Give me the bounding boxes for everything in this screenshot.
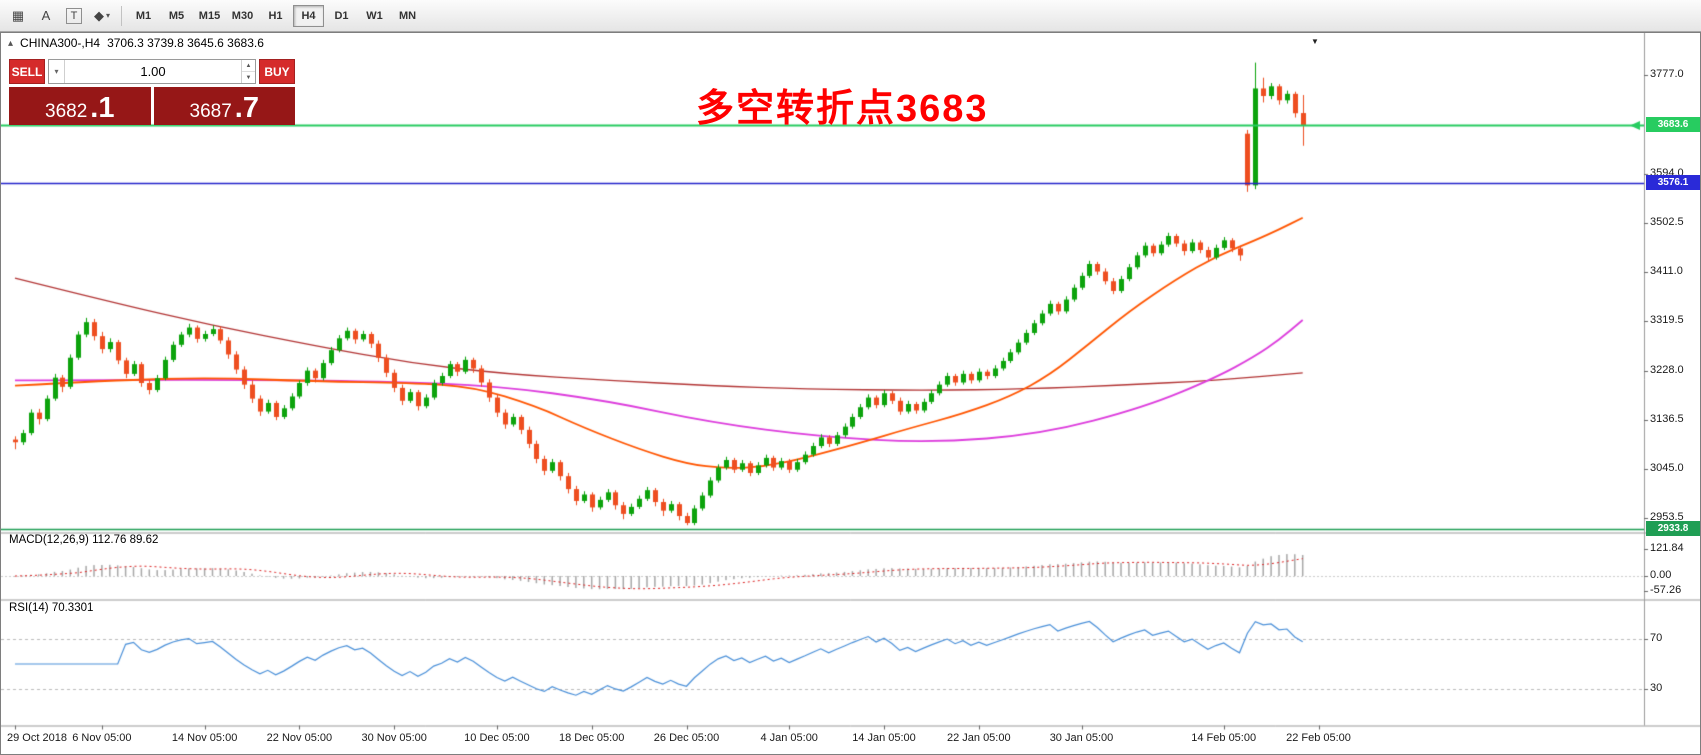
volume-down-icon[interactable]: ▼ [245, 74, 252, 81]
sell-price-display[interactable]: 3682 .1 [9, 87, 151, 125]
chart-canvas[interactable] [1, 33, 1700, 754]
timeframe-MN[interactable]: MN [392, 5, 423, 27]
macd-axis-label: 121.84 [1650, 542, 1684, 554]
time-axis-tick: 6 Nov 05:00 [72, 732, 132, 744]
chart-window: ▴ CHINA300-,H4 3706.3 3739.8 3645.6 3683… [0, 32, 1701, 755]
price-axis-tick: 3045.0 [1650, 462, 1684, 475]
buy-price-main: 3687 [189, 101, 232, 122]
text-label-tool-icon[interactable]: A [33, 4, 59, 28]
main-toolbar: ▦ A T ◆ ▾ M1 M5 M15 M30 H1 H4 D1 W1 MN [0, 0, 1701, 32]
time-axis-tick: 14 Nov 05:00 [171, 732, 238, 744]
timeframe-W1[interactable]: W1 [359, 5, 390, 27]
buy-button[interactable]: BUY [259, 59, 295, 84]
time-axis-tick: 29 Oct 2018 [7, 732, 67, 744]
low-line-price-tag: 2933.8 [1646, 521, 1700, 537]
macd-axis-label: -57.26 [1650, 584, 1682, 596]
time-axis-tick: 26 Dec 05:00 [653, 732, 720, 744]
volume-box: ▾ ▲ ▼ [48, 59, 256, 84]
drawing-tools-group: ▦ A T ◆ ▾ [5, 4, 115, 28]
one-click-trade-panel: SELL ▾ ▲ ▼ BUY 3682 .1 3687 .7 [9, 59, 295, 125]
timeframe-H4[interactable]: H4 [293, 4, 324, 27]
macd-label: MACD(12,26,9) 112.76 89.62 [9, 534, 159, 546]
sell-price-frac: .1 [90, 92, 115, 125]
toolbar-separator [121, 5, 122, 26]
volume-dropdown-icon[interactable]: ▾ [49, 60, 65, 83]
timeframe-group: M1 M5 M15 M30 H1 H4 D1 W1 MN [128, 4, 423, 27]
price-axis-tick: 3502.5 [1650, 215, 1684, 228]
timeframe-M1[interactable]: M1 [128, 5, 159, 27]
ohlc-values: 3706.3 3739.8 3645.6 3683.6 [107, 36, 264, 50]
price-axis-tick: 3319.5 [1650, 314, 1684, 327]
support-line-price-tag: 3576.1 [1646, 175, 1700, 191]
time-axis-tick: 14 Jan 05:00 [852, 732, 916, 744]
time-axis-tick: 22 Nov 05:00 [266, 732, 333, 744]
time-axis-tick: 14 Feb 05:00 [1191, 732, 1257, 744]
timeframe-M15[interactable]: M15 [194, 5, 225, 27]
symbol-label: CHINA300-,H4 [20, 36, 101, 50]
price-axis-tick: 2953.5 [1650, 511, 1684, 524]
current-price-tag: 3683.6 [1646, 117, 1700, 133]
volume-spinner[interactable]: ▲ ▼ [241, 60, 255, 83]
time-axis-tick: 30 Nov 05:00 [361, 732, 427, 744]
time-axis-tick: 18 Dec 05:00 [558, 732, 625, 744]
macd-axis-label: 0.00 [1650, 569, 1672, 581]
scroll-to-end-icon[interactable]: ▼ [1311, 37, 1319, 46]
timeframe-D1[interactable]: D1 [326, 5, 357, 27]
buy-price-display[interactable]: 3687 .7 [153, 87, 295, 125]
volume-up-icon[interactable]: ▲ [242, 60, 255, 72]
timeframe-M5[interactable]: M5 [161, 5, 192, 27]
price-axis-tick: 3136.5 [1650, 412, 1684, 425]
chart-header: ▴ CHINA300-,H4 3706.3 3739.8 3645.6 3683… [8, 36, 264, 50]
buy-price-frac: .7 [234, 92, 259, 125]
volume-input[interactable] [65, 60, 241, 83]
chart-annotation-text: 多空转折点3683 [696, 88, 989, 130]
time-axis-tick: 22 Feb 05:00 [1286, 732, 1351, 744]
dropdown-caret-icon: ▾ [105, 11, 110, 20]
price-axis-tick: 3777.0 [1650, 68, 1684, 80]
grid-tool-icon[interactable]: ▦ [5, 4, 31, 28]
sell-price-main: 3682 [45, 101, 88, 122]
time-axis-tick: 30 Jan 05:00 [1049, 732, 1114, 744]
rsi-axis-label: 70 [1650, 632, 1663, 644]
time-axis-tick: 22 Jan 05:00 [946, 732, 1011, 744]
text-frame-tool-icon[interactable]: T [61, 4, 87, 28]
timeframe-M30[interactable]: M30 [227, 5, 258, 27]
timeframe-H1[interactable]: H1 [260, 5, 291, 27]
time-axis-tick: 10 Dec 05:00 [464, 732, 530, 744]
price-axis-tick: 3228.0 [1650, 363, 1684, 376]
rsi-axis-label: 30 [1650, 682, 1663, 694]
shapes-tool-icon[interactable]: ◆ ▾ [89, 4, 115, 28]
trade-panel-collapse-icon[interactable]: ▴ [8, 37, 14, 49]
time-axis-tick: 4 Jan 05:00 [760, 732, 818, 744]
rsi-label: RSI(14) 70.3301 [9, 602, 94, 614]
price-axis-tick: 3411.0 [1650, 265, 1683, 278]
sell-button[interactable]: SELL [9, 59, 45, 84]
